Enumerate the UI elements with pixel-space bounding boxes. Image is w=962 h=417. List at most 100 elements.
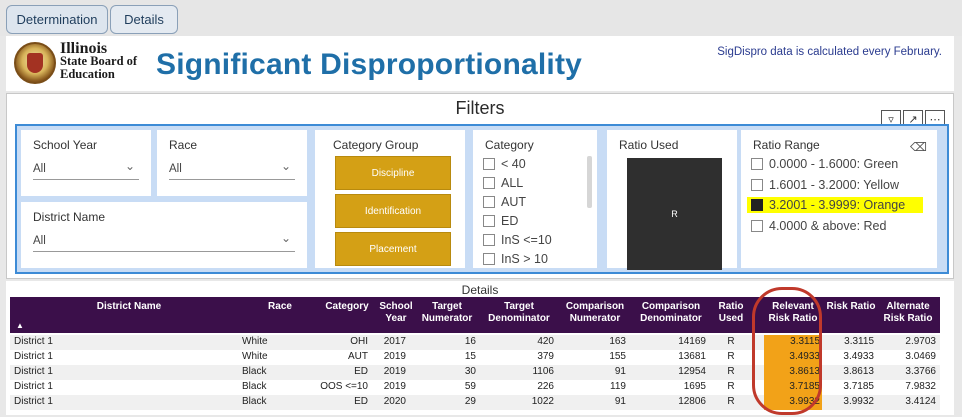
col-relevant-risk-ratio[interactable]: Relevant Risk Ratio [768, 301, 818, 324]
cell-ratio: R [727, 396, 735, 407]
cell-tden: 379 [537, 351, 554, 362]
filters-selection-area: School Year All ⌄ Race All ⌄ District Na… [15, 124, 949, 274]
cell-cden: 1695 [683, 381, 706, 392]
category-item[interactable]: InS > 10 [483, 252, 548, 266]
cell-race: Black [242, 396, 267, 407]
org-line-3: Education [60, 67, 115, 81]
cell-category: OOS <=10 [320, 381, 368, 392]
cell-tnum: 15 [464, 351, 476, 362]
cell-year: 2020 [383, 396, 406, 407]
checkbox[interactable] [751, 220, 763, 232]
ratio-range-item-green[interactable]: 0.0000 - 1.6000: Green [751, 157, 898, 171]
checkbox[interactable] [751, 179, 763, 191]
isbe-wordmark: Illinois State Board of Education [60, 40, 138, 81]
category-label: Category [485, 138, 534, 152]
category-item-label: ALL [501, 176, 524, 190]
filter-icon[interactable]: ▿ [881, 110, 901, 128]
ratio-range-item-orange[interactable]: 3.2001 - 3.9999: Orange [747, 197, 923, 213]
checkbox[interactable] [483, 215, 495, 227]
cell-arr: 2.9703 [905, 336, 936, 347]
school-year-slicer: School Year All ⌄ [21, 130, 151, 196]
table-row[interactable]: District 1 White OHI 2017 16 420 163 141… [10, 335, 940, 350]
calc-note: SigDispro data is calculated every Febru… [717, 46, 942, 58]
checkbox[interactable] [483, 177, 495, 189]
col-comparison-denominator[interactable]: Comparison Denominator [640, 301, 702, 324]
cell-tnum: 30 [464, 366, 476, 377]
cell-rr: 3.4933 [843, 351, 874, 362]
cell-ratio: R [727, 381, 735, 392]
category-item[interactable]: InS <=10 [483, 233, 552, 247]
table-row[interactable]: District 1 Black OOS <=10 2019 59 226 11… [10, 380, 940, 395]
ratio-range-item-yellow[interactable]: 1.6001 - 3.2000: Yellow [751, 178, 899, 192]
col-district-name[interactable]: District Name [96, 301, 162, 312]
cell-tden: 1022 [531, 396, 554, 407]
sort-ascending-icon[interactable]: ▲ [16, 321, 24, 330]
district-name-dropdown[interactable]: All ⌄ [33, 230, 295, 252]
cell-race: White [242, 351, 268, 362]
org-line-1: Illinois [60, 40, 108, 57]
col-comparison-numerator[interactable]: Comparison Numerator [565, 301, 625, 324]
col-target-denominator[interactable]: Target Denominator [488, 301, 550, 324]
category-item[interactable]: AUT [483, 195, 526, 209]
relevant-ratio-highlight [764, 365, 822, 380]
relevant-ratio-highlight [764, 380, 822, 395]
ratio-used-tile[interactable]: R [627, 158, 722, 270]
page-title: Significant Disproportionality [156, 48, 583, 81]
category-group-slicer: Category Group Discipline Identification… [315, 130, 465, 268]
category-item-label: AUT [501, 195, 526, 209]
checkbox[interactable] [483, 234, 495, 246]
cell-tnum: 16 [464, 336, 476, 347]
ratio-range-item-label: 4.0000 & above: Red [769, 219, 887, 233]
category-group-identification-button[interactable]: Identification [335, 194, 451, 228]
col-ratio-used[interactable]: Ratio Used [718, 301, 744, 324]
org-line-2: State Board of [60, 54, 138, 68]
checkbox[interactable] [483, 253, 495, 265]
table-row[interactable]: District 1 Black ED 2019 30 1106 91 1295… [10, 365, 940, 380]
race-dropdown[interactable]: All ⌄ [169, 158, 295, 180]
category-item[interactable]: ALL [483, 176, 523, 190]
cell-rrr: 3.9932 [789, 396, 820, 407]
cell-cnum: 91 [614, 396, 626, 407]
cell-rr: 3.8613 [843, 366, 874, 377]
cell-year: 2017 [383, 336, 406, 347]
filters-panel: Filters ▿ ↗ ⋯ School Year All ⌄ Race All… [6, 93, 954, 279]
cell-rrr: 3.4933 [789, 351, 820, 362]
category-group-discipline-button[interactable]: Discipline [335, 156, 451, 190]
category-item[interactable]: < 40 [483, 157, 526, 171]
ratio-range-item-red[interactable]: 4.0000 & above: Red [751, 219, 886, 233]
cell-race: Black [242, 381, 267, 392]
clear-selections-icon[interactable]: ⌫ [910, 140, 927, 154]
category-scrollbar[interactable] [587, 156, 592, 208]
cell-cden: 12954 [678, 366, 706, 377]
cell-year: 2019 [383, 366, 406, 377]
cell-arr: 3.4124 [905, 396, 936, 407]
tab-determination[interactable]: Determination [6, 5, 108, 34]
col-race[interactable]: Race [268, 301, 292, 312]
col-risk-ratio[interactable]: Risk Ratio [826, 301, 876, 312]
table-row[interactable]: District 1 Black ED 2020 29 1022 91 1280… [10, 395, 940, 410]
cell-tnum: 59 [464, 381, 476, 392]
checkbox[interactable] [483, 158, 495, 170]
ratio-range-slicer: Ratio Range ⌫ 0.0000 - 1.6000: Green 1.6… [741, 130, 937, 268]
checkbox[interactable] [751, 158, 763, 170]
cell-district: District 1 [14, 366, 53, 377]
checkbox[interactable] [483, 196, 495, 208]
cell-district: District 1 [14, 396, 53, 407]
col-category[interactable]: Category [325, 301, 369, 312]
cell-year: 2019 [383, 381, 406, 392]
col-school-year[interactable]: School Year [379, 301, 413, 324]
category-item[interactable]: ED [483, 214, 518, 228]
cell-cnum: 163 [609, 336, 626, 347]
school-year-value: All [33, 163, 46, 175]
col-alternate-risk-ratio[interactable]: Alternate Risk Ratio [883, 301, 933, 324]
table-row[interactable]: District 1 White AUT 2019 15 379 155 136… [10, 350, 940, 365]
chevron-down-icon: ⌄ [280, 231, 291, 245]
ratio-used-label: Ratio Used [619, 138, 679, 152]
tab-details[interactable]: Details [110, 5, 178, 34]
checkbox-checked[interactable] [751, 199, 763, 211]
category-item-label: InS > 10 [501, 252, 548, 266]
category-slicer: Category < 40 ALL AUT ED InS <=10 InS > … [473, 130, 597, 268]
col-target-numerator[interactable]: Target Numerator [421, 301, 473, 324]
category-group-placement-button[interactable]: Placement [335, 232, 451, 266]
school-year-dropdown[interactable]: All ⌄ [33, 158, 139, 180]
